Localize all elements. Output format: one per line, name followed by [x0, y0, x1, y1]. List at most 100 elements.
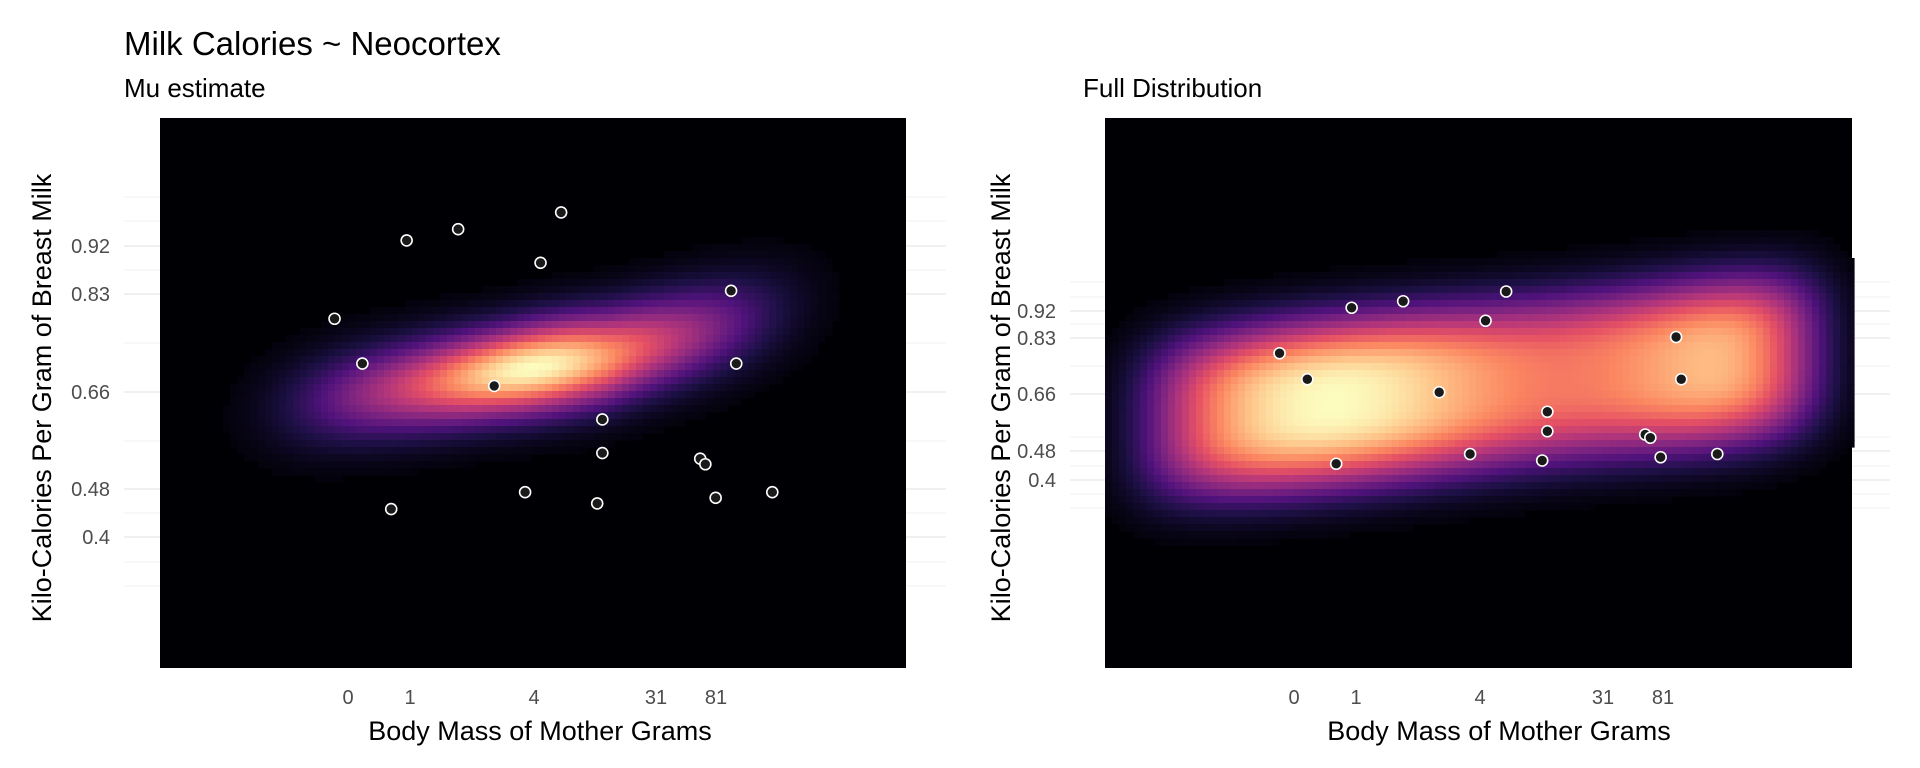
density-cell	[426, 300, 434, 308]
density-cell	[1658, 244, 1666, 252]
density-cell	[1147, 335, 1155, 343]
density-cell	[692, 377, 700, 385]
density-cell	[1609, 447, 1617, 455]
density-cell	[678, 370, 686, 378]
density-cell	[1728, 419, 1736, 427]
density-cell	[1763, 230, 1771, 238]
density-cell	[489, 426, 497, 434]
density-cell	[1644, 419, 1652, 427]
density-cell	[272, 468, 280, 476]
density-cell	[734, 328, 742, 336]
density-cell	[1637, 286, 1645, 294]
y-tick-label: 0.83	[71, 284, 110, 306]
density-cell	[1672, 258, 1680, 266]
density-cell	[356, 405, 364, 413]
density-cell	[1196, 433, 1204, 441]
density-cell	[664, 265, 672, 273]
density-cell	[1763, 440, 1771, 448]
density-cell	[1770, 293, 1778, 301]
density-cell	[1224, 328, 1232, 336]
density-cell	[1532, 349, 1540, 357]
density-cell	[1245, 314, 1253, 322]
density-cell	[1546, 356, 1554, 364]
density-cell	[1553, 265, 1561, 273]
density-cell	[1588, 279, 1596, 287]
density-cell	[1735, 265, 1743, 273]
density-cell	[1651, 405, 1659, 413]
density-cell	[559, 384, 567, 392]
density-cell	[1455, 272, 1463, 280]
density-cell	[650, 349, 658, 357]
density-cell	[1532, 342, 1540, 350]
density-cell	[1140, 363, 1148, 371]
density-cell	[510, 391, 518, 399]
density-cell	[1287, 279, 1295, 287]
density-cell	[1504, 412, 1512, 420]
density-cell	[1616, 321, 1624, 329]
density-cell	[650, 377, 658, 385]
density-cell	[1686, 398, 1694, 406]
density-cell	[328, 412, 336, 420]
density-cell	[482, 342, 490, 350]
density-cell	[650, 307, 658, 315]
density-cell	[1371, 349, 1379, 357]
density-cell	[1693, 237, 1701, 245]
density-cell	[699, 286, 707, 294]
density-cell	[629, 363, 637, 371]
density-cell	[496, 447, 504, 455]
density-cell	[524, 370, 532, 378]
density-cell	[685, 251, 693, 259]
density-cell	[1805, 300, 1813, 308]
density-cell	[664, 363, 672, 371]
density-cell	[1518, 391, 1526, 399]
density-cell	[1560, 412, 1568, 420]
density-cell	[370, 377, 378, 385]
density-cell	[272, 440, 280, 448]
density-cell	[1308, 314, 1316, 322]
density-cell	[1658, 412, 1666, 420]
density-cell	[832, 293, 840, 301]
density-cell	[825, 314, 833, 322]
density-cell	[650, 419, 658, 427]
density-cell	[314, 398, 322, 406]
density-cell	[1483, 440, 1491, 448]
density-cell	[482, 321, 490, 329]
density-cell	[1168, 370, 1176, 378]
density-cell	[1714, 251, 1722, 259]
density-cell	[1378, 391, 1386, 399]
density-cell	[1392, 328, 1400, 336]
density-cell	[643, 349, 651, 357]
density-cell	[1546, 440, 1554, 448]
density-cell	[1294, 419, 1302, 427]
density-cell	[643, 279, 651, 287]
density-cell	[517, 398, 525, 406]
density-cell	[1742, 391, 1750, 399]
density-cell	[1756, 356, 1764, 364]
density-cell	[1735, 384, 1743, 392]
density-cell	[1637, 307, 1645, 315]
density-cell	[573, 328, 581, 336]
density-cell	[1259, 321, 1267, 329]
density-cell	[1630, 440, 1638, 448]
density-cell	[1721, 279, 1729, 287]
density-cell	[1581, 272, 1589, 280]
density-cell	[1196, 286, 1204, 294]
density-cell	[1133, 314, 1141, 322]
density-cell	[1147, 321, 1155, 329]
density-cell	[1749, 405, 1757, 413]
density-cell	[447, 300, 455, 308]
density-cell	[762, 356, 770, 364]
density-cell	[1182, 412, 1190, 420]
density-cell	[1322, 370, 1330, 378]
density-cell	[685, 293, 693, 301]
density-cell	[1595, 349, 1603, 357]
density-cell	[244, 426, 252, 434]
density-cell	[384, 363, 392, 371]
density-cell	[650, 363, 658, 371]
density-cell	[405, 461, 413, 469]
density-cell	[1140, 405, 1148, 413]
density-cell	[1749, 342, 1757, 350]
density-cell	[1805, 363, 1813, 371]
density-cell	[1154, 419, 1162, 427]
density-cell	[1119, 321, 1127, 329]
